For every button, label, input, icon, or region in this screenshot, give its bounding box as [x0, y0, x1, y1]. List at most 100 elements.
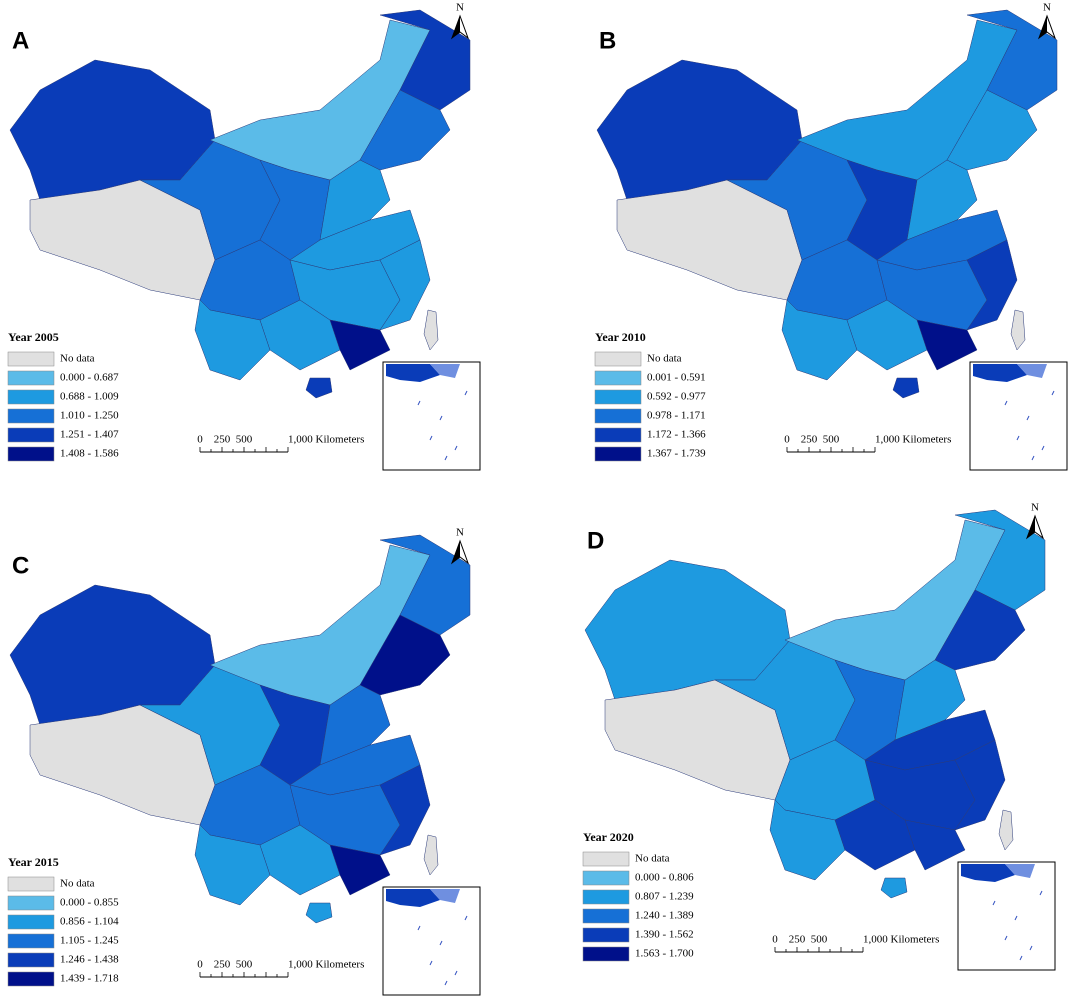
scale-label: 500	[236, 959, 253, 971]
legend-swatch	[7, 351, 55, 367]
scale-label: 250	[214, 959, 231, 971]
north-arrow-half	[452, 16, 460, 38]
inset-land	[961, 864, 1015, 882]
inset-land-light	[430, 364, 460, 378]
province	[966, 239, 1018, 331]
inset-island	[1029, 945, 1033, 951]
legend-swatch	[7, 389, 55, 405]
legend-label: 0.592 - 0.977	[647, 391, 706, 403]
legend-label: No data	[60, 353, 95, 365]
province	[305, 377, 333, 399]
map	[9, 9, 471, 399]
legend-swatch	[582, 927, 630, 943]
inset-land	[973, 364, 1027, 382]
inset-island	[444, 980, 448, 986]
panel-letter: C	[12, 552, 29, 579]
inset-island	[454, 970, 458, 976]
inset-island	[1051, 390, 1055, 396]
province	[954, 739, 1006, 831]
legend-label: 1.010 - 1.250	[60, 410, 119, 422]
inset-island	[1016, 435, 1020, 441]
province	[379, 764, 431, 856]
legend-label: 0.000 - 0.806	[635, 872, 694, 884]
legend-swatch	[7, 876, 55, 892]
province	[966, 9, 1058, 111]
legend-swatch	[594, 389, 642, 405]
map	[596, 9, 1058, 399]
province	[423, 834, 439, 876]
legend-swatch	[594, 427, 642, 443]
north-arrow-half	[1039, 16, 1047, 38]
inset-land-light	[1017, 364, 1047, 378]
province	[379, 534, 471, 636]
north-label: N	[1031, 502, 1039, 514]
inset-frame	[382, 361, 481, 471]
legend-label: 1.439 - 1.718	[60, 973, 119, 985]
legend-swatch	[582, 946, 630, 962]
legend-swatch	[582, 908, 630, 924]
inset-island	[429, 960, 433, 966]
inset-island	[992, 900, 996, 906]
province	[954, 509, 1046, 611]
scale-label: 0	[772, 934, 778, 946]
legend-label: 1.240 - 1.389	[635, 910, 694, 922]
province	[781, 299, 858, 381]
north-label: N	[456, 2, 464, 14]
legend-swatch	[7, 895, 55, 911]
inset-land	[386, 889, 440, 907]
map	[9, 534, 471, 924]
north-label: N	[456, 527, 464, 539]
legend-swatch	[7, 427, 55, 443]
panel-letter: A	[12, 27, 29, 54]
province	[880, 877, 908, 899]
legend-swatch	[582, 851, 630, 867]
inset-island	[439, 415, 443, 421]
inset-frame	[382, 886, 481, 996]
legend-title: Year 2015	[8, 855, 59, 869]
legend-label: 0.001 - 0.591	[647, 372, 706, 384]
province	[194, 824, 271, 906]
legend-swatch	[7, 914, 55, 930]
inset-frame	[957, 861, 1056, 971]
legend-swatch	[7, 408, 55, 424]
north-label: N	[1043, 2, 1051, 14]
legend-label: 1.251 - 1.407	[60, 429, 119, 441]
legend-swatch	[594, 370, 642, 386]
scale-label: 1,000 Kilometers	[863, 934, 939, 946]
province	[916, 319, 978, 371]
scale-label: 250	[214, 434, 231, 446]
legend-swatch	[7, 952, 55, 968]
legend-label: 1.390 - 1.562	[635, 929, 694, 941]
legend-swatch	[7, 370, 55, 386]
legend-swatch	[594, 351, 642, 367]
province	[305, 902, 333, 924]
province	[194, 299, 271, 381]
province	[379, 239, 431, 331]
north-arrow-half	[452, 541, 460, 563]
scale-label: 0	[197, 959, 203, 971]
inset-island	[1041, 445, 1045, 451]
inset-land-light	[1005, 864, 1035, 878]
scale-label: 250	[801, 434, 818, 446]
inset-island	[464, 390, 468, 396]
inset-frame	[969, 361, 1068, 471]
legend-swatch	[7, 971, 55, 987]
inset-island	[1014, 915, 1018, 921]
legend-swatch	[582, 889, 630, 905]
province	[329, 319, 391, 371]
panel-letter: B	[599, 27, 616, 54]
scale-label: 250	[789, 934, 806, 946]
legend-label: 0.856 - 1.104	[60, 916, 119, 928]
legend-label: 0.000 - 0.855	[60, 897, 119, 909]
legend-label: 1.408 - 1.586	[60, 448, 119, 460]
north-arrow-half	[1027, 516, 1035, 538]
inset-island	[1004, 935, 1008, 941]
scale-label: 500	[811, 934, 828, 946]
legend-swatch	[7, 933, 55, 949]
legend-label: No data	[60, 878, 95, 890]
inset-land-light	[430, 889, 460, 903]
scale-label: 1,000 Kilometers	[288, 959, 364, 971]
inset-land	[386, 364, 440, 382]
